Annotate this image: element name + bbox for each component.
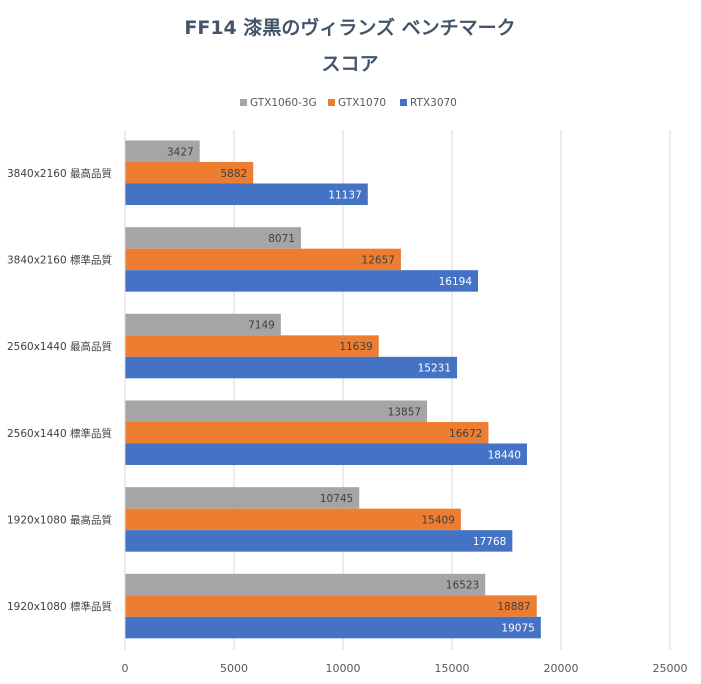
- data-label: 15409: [422, 514, 455, 526]
- data-label: 8071: [268, 233, 295, 245]
- category-label: 3840x2160 最高品質: [7, 167, 112, 180]
- data-label: 18887: [497, 601, 530, 613]
- y-axis-categories: 3840x2160 最高品質 3840x2160 標準品質 2560x1440 最高…: [7, 167, 112, 613]
- chart-title-line1: FF14 漆黒のヴィランズ ベンチマーク: [184, 16, 515, 39]
- category-label: 2560x1440 標準品質: [7, 427, 112, 440]
- bar: [125, 162, 254, 184]
- data-label: 16672: [449, 428, 482, 440]
- bars: 3427 5882 11137 8071 12657 16194 7149 11639 1523…: [125, 140, 541, 639]
- bar: [125, 616, 541, 639]
- data-label: 19075: [501, 623, 534, 635]
- category-label: 2560x1440 最高品質: [7, 340, 112, 353]
- x-tick-label: 0: [122, 662, 129, 675]
- data-label: 16523: [446, 580, 479, 592]
- bar: [125, 335, 379, 357]
- bar: [125, 530, 513, 552]
- x-tick-label: 10000: [326, 662, 361, 675]
- x-tick-label: 15000: [435, 662, 470, 675]
- data-label: 5882: [220, 168, 247, 180]
- bar: [125, 356, 458, 379]
- bar: [125, 595, 537, 617]
- data-label: 13857: [388, 406, 421, 418]
- x-tick-label: 5000: [220, 662, 248, 675]
- data-label: 15231: [418, 363, 451, 375]
- bar: [125, 227, 301, 249]
- data-label: 10745: [320, 493, 353, 505]
- bar: [125, 422, 489, 444]
- data-label: 16194: [439, 276, 473, 288]
- legend-swatch: [400, 99, 407, 106]
- chart-title-line2: スコア: [321, 53, 378, 75]
- category-label: 3840x2160 標準品質: [7, 253, 112, 266]
- x-axis-ticks: 0 5000 10000 15000 20000 25000: [122, 662, 688, 675]
- bar: [125, 400, 428, 422]
- legend-label: GTX1070: [338, 97, 386, 109]
- data-label: 3427: [167, 146, 194, 158]
- category-label: 1920x1080 最高品質: [7, 513, 112, 526]
- legend-label: RTX3070: [410, 97, 457, 109]
- data-label: 18440: [488, 449, 521, 461]
- bar: [125, 248, 401, 271]
- chart-legend: GTX1060-3G GTX1070 RTX3070: [240, 97, 457, 109]
- legend-swatch: [240, 99, 247, 106]
- bar: [125, 140, 200, 162]
- bar: [125, 270, 479, 292]
- data-label: 17768: [473, 536, 506, 548]
- bar: [125, 183, 368, 205]
- bar: [125, 508, 461, 531]
- bar: [125, 487, 360, 509]
- x-tick-label: 25000: [653, 662, 688, 675]
- legend-label: GTX1060-3G: [250, 97, 317, 109]
- data-label: 11639: [339, 341, 372, 353]
- category-label: 1920x1080 標準品質: [7, 600, 112, 613]
- legend-swatch: [328, 99, 335, 106]
- data-label: 7149: [248, 320, 275, 332]
- bar: [125, 443, 527, 465]
- gridlines: [233, 130, 671, 650]
- bar: [125, 573, 486, 596]
- data-label: 11137: [328, 189, 361, 201]
- data-label: 12657: [362, 254, 395, 266]
- x-tick-label: 20000: [544, 662, 579, 675]
- bar: [125, 313, 281, 336]
